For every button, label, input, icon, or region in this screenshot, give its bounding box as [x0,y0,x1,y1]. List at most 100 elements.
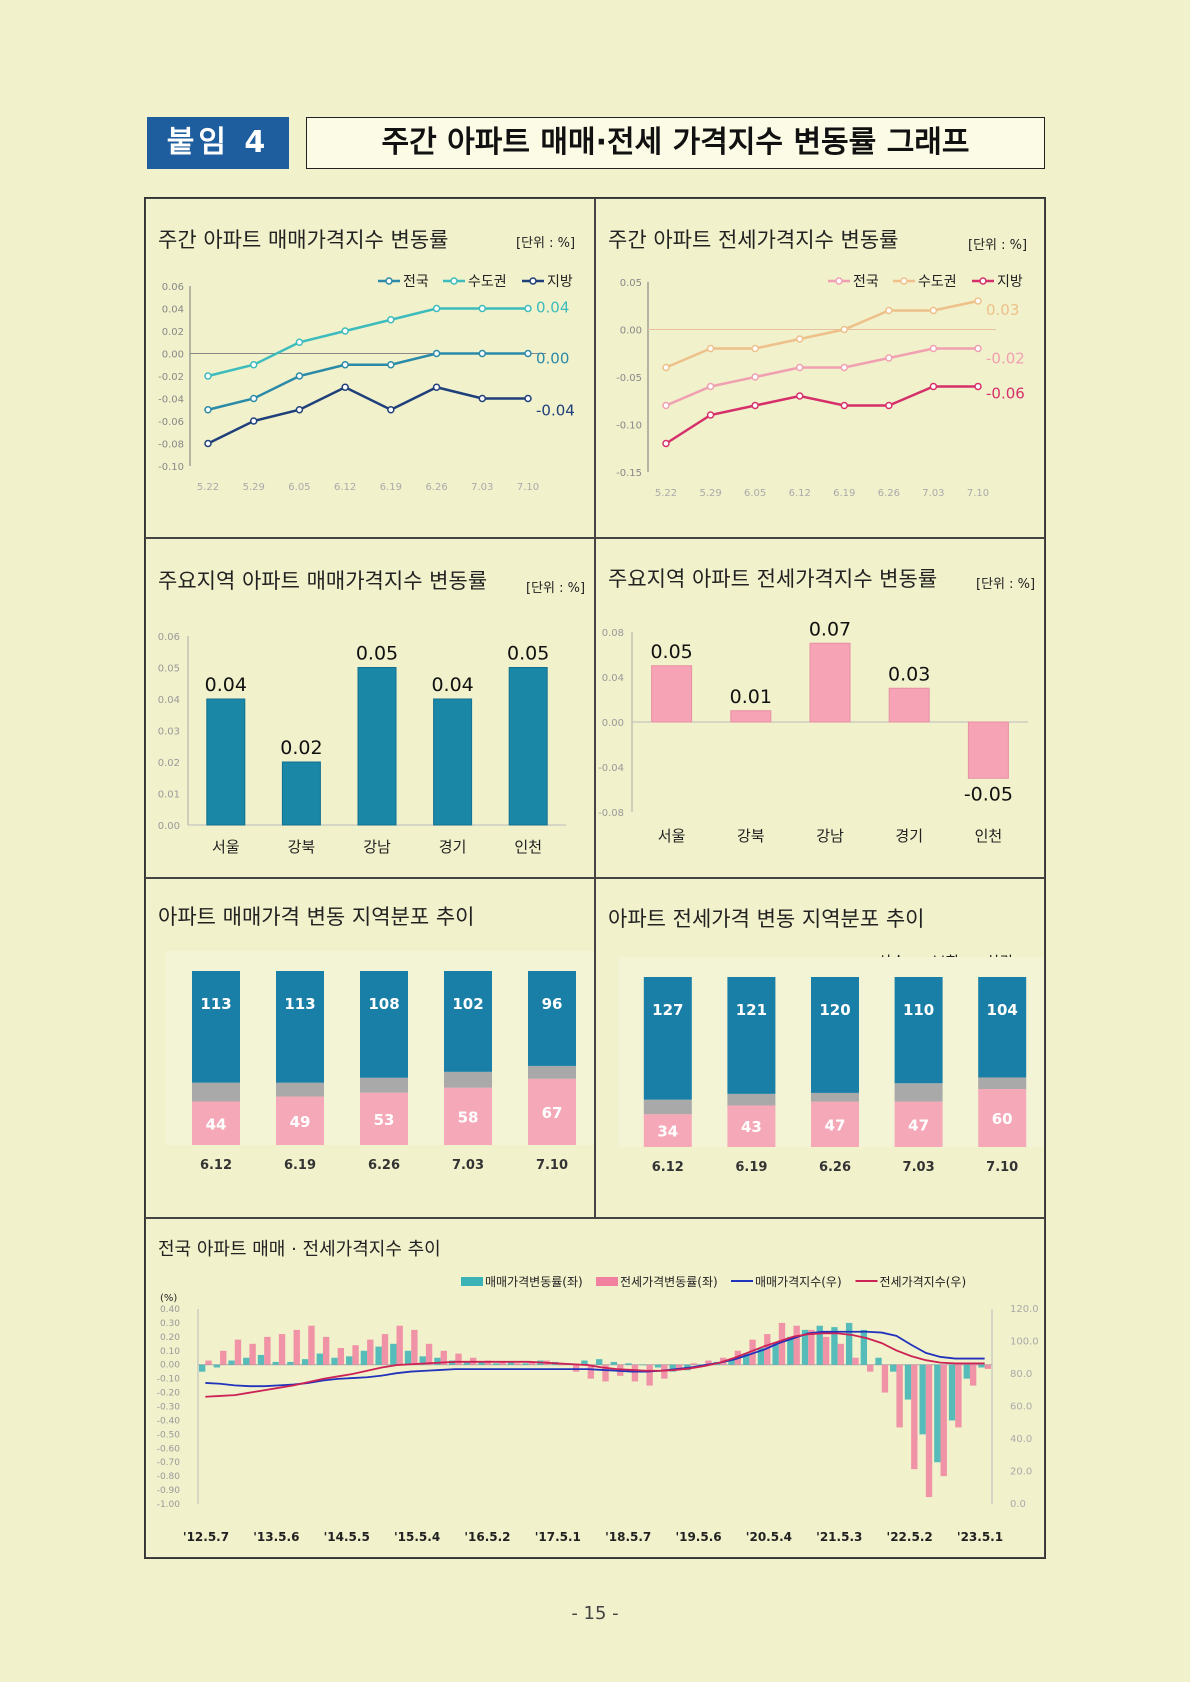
data-point [662,439,670,448]
segment-label: 113 [200,995,231,1013]
page-number: - 15 - [571,1603,619,1624]
x-tick-label: 6.19 [284,1158,316,1173]
data-point [432,349,441,358]
change-bar [654,1364,662,1368]
stack-segment [978,1089,1027,1147]
data-point [295,338,304,346]
x-tick-label: '20.5.4 [746,1530,792,1544]
stack-segment [894,977,943,1084]
data-point [432,304,441,313]
change-bar [528,1361,536,1365]
data-point [524,349,532,358]
data-point [795,335,804,343]
national-index-panel: 전국 아파트 매매 · 전세가격지수 추이 매매가격변동률(좌) 전세가격변동률(… [145,1218,1045,1558]
change-bar [440,1350,447,1365]
x-tick-label: 5.29 [243,482,265,493]
y-tick-label: 0.00 [602,718,624,729]
x-tick-label: '17.5.1 [535,1530,581,1544]
change-bar [925,1364,933,1498]
x-tick-label: 7.03 [452,1158,484,1173]
change-bar [690,1363,697,1365]
data-label: 0.04 [205,674,247,696]
x-tick-label: 6.26 [878,488,900,499]
legend-label: 수도권 [468,274,507,290]
stack-segment [811,977,859,1093]
chart-title: 주간 아파트 전세가격지수 변동률 [608,228,899,252]
x-tick-label: 서울 [212,838,240,856]
data-point [341,361,349,369]
series-line [665,299,979,369]
y-tick-label: 0.00 [162,350,184,361]
series-line [207,307,528,378]
x-tick-label: 6.12 [652,1160,684,1175]
data-point [341,327,349,335]
change-bar [793,1325,800,1365]
data-point [432,383,441,391]
change-bar [743,1353,750,1365]
y-tick-label-left: -0.20 [157,1389,181,1399]
y-tick-label: 0.06 [162,282,184,293]
x-tick-label: '16.5.2 [464,1530,510,1544]
change-bar [375,1346,382,1365]
change-bar [228,1360,235,1365]
legend-label: 전국 [853,274,879,290]
x-tick-label: '15.5.4 [394,1530,440,1544]
change-bar [602,1364,609,1382]
sale-region-chart: 0.06 0.05 0.04 0.03 0.02 0.01 0.00 0.04 서울 0.02 강북… [158,632,566,856]
x-tick-label: '19.5.6 [675,1530,721,1544]
stack-segment [192,971,240,1083]
change-bar [963,1364,970,1379]
data-point [387,361,395,369]
x-tick-label: 6.26 [819,1160,851,1175]
data-point [524,394,532,403]
data-point [204,372,212,380]
y-tick-label: 0.02 [158,758,180,769]
change-bar [837,1343,844,1365]
y-tick-label: 0.00 [158,821,180,832]
y-tick-label: -0.04 [158,395,184,406]
y-tick-label-left: -0.40 [157,1416,181,1426]
x-tick-label: '12.5.7 [183,1530,229,1544]
data-point [706,411,715,419]
appendix-tag: 붙임 4 [147,117,289,169]
segment-label: 113 [284,995,315,1013]
y-tick-label: -0.10 [158,462,184,473]
chart-title: 주요지역 아파트 매매가격지수 변동률 [158,569,488,593]
bar [730,710,772,723]
change-bar [640,1364,647,1366]
change-bar [249,1343,256,1365]
change-bar [610,1361,618,1365]
change-bar [381,1334,389,1365]
change-bar [969,1364,977,1386]
chart-grid: 주간 아파트 매매가격지수 변동률 [단위 : %] 0.06 0.04 0.02 0… [144,197,1046,1559]
data-point [840,401,849,410]
x-tick-label: 6.12 [200,1158,232,1173]
bar [809,642,851,723]
legend-marker [979,277,987,285]
data-point [341,383,349,391]
change-bar [352,1345,359,1365]
y-tick-label: 0.04 [602,673,624,684]
change-bar [587,1364,594,1379]
segment-label: 102 [452,995,483,1013]
change-bar [390,1343,397,1365]
y-tick-label-right: 60.0 [1010,1402,1032,1413]
change-bar [308,1325,315,1365]
data-point [662,401,670,410]
y-tick-label-left: -0.50 [157,1430,181,1440]
change-bar [749,1339,756,1365]
data-point [524,304,532,313]
sale-weekly-chart: 0.06 0.04 0.02 0.00 -0.02 -0.04 -0.06 -0.08 -0.1… [158,274,575,493]
data-point [751,373,759,381]
jeonse-weekly-chart: 0.05 0.00 -0.05 -0.10 -0.15 5.22 5.29 6.05 6.12 6… [616,274,1025,499]
segment-label: 47 [825,1116,846,1134]
x-tick-label: 7.03 [922,488,944,499]
chart-title: 아파트 매매가격 변동 지역분포 추이 [158,905,475,929]
x-tick-label: '13.5.6 [253,1530,299,1544]
change-bar [337,1348,345,1365]
series-line [665,347,978,407]
bar [206,698,246,826]
index-line [205,1332,985,1398]
y-tick-label: 0.06 [158,632,180,643]
data-point [840,363,849,372]
